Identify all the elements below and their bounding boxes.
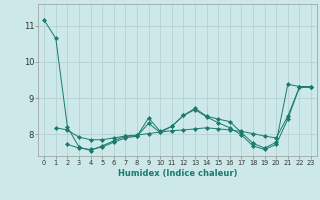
X-axis label: Humidex (Indice chaleur): Humidex (Indice chaleur) — [118, 169, 237, 178]
